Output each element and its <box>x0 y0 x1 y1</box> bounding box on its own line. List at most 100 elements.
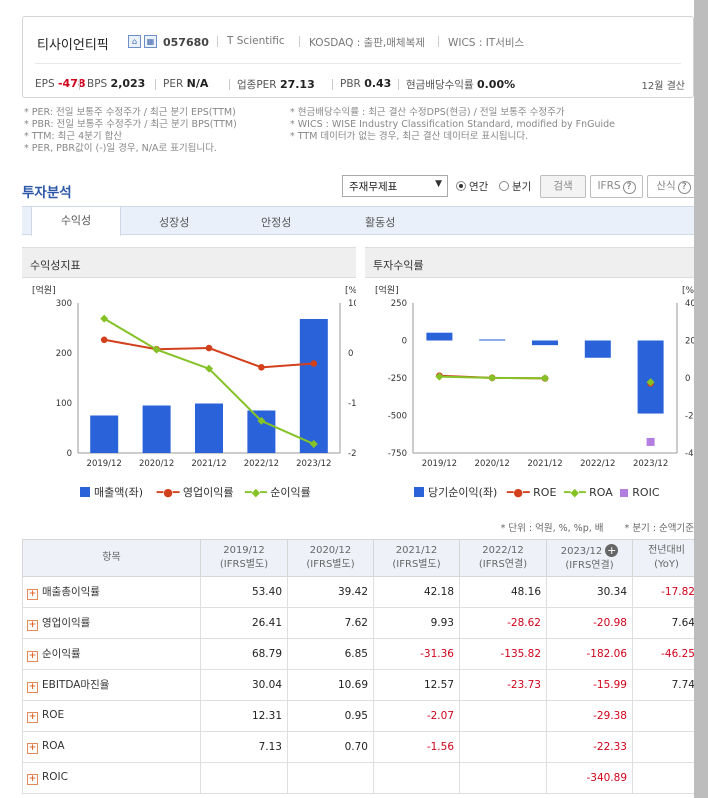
market-category: KOSDAQ : 출판,매체복제 <box>309 37 425 49</box>
table-cell: 7.74 <box>632 669 701 701</box>
y-left-tick-label: 0 <box>402 337 407 347</box>
bar-3 <box>195 403 223 453</box>
header-line1: 2023/12 <box>560 545 603 557</box>
metric-value: 27.13 <box>279 78 315 91</box>
table-cell <box>632 762 701 794</box>
table-row: + ROA 7.13 0.70 -1.56 -22.33 <box>22 731 701 763</box>
row-label: 매출총이익률 <box>42 586 100 598</box>
metric-value: -478 <box>57 77 86 90</box>
analysis-tabs: 수익성 성장성 안정성 활동성 <box>22 206 700 236</box>
search-button[interactable]: 검색 <box>540 175 586 198</box>
expand-plus-icon[interactable]: + <box>27 620 38 631</box>
radio-annual[interactable]: 연간 <box>456 179 488 194</box>
home-icon[interactable]: ⌂ <box>128 35 141 48</box>
divider <box>398 79 399 90</box>
metric-item: BPS 2,023 <box>87 77 145 90</box>
series-point <box>205 344 213 352</box>
tab-stability[interactable]: 안정성 <box>261 216 292 229</box>
row-label-cell[interactable]: + 순이익률 <box>22 638 201 670</box>
legend-item[interactable]: 매출액(좌) <box>80 486 143 499</box>
y-left-tick-label: 100 <box>56 399 72 409</box>
y-right-unit: [%] <box>345 286 356 296</box>
divider <box>332 79 333 90</box>
legend-item[interactable]: ROIC <box>620 486 660 499</box>
tab-growth[interactable]: 성장성 <box>159 216 190 229</box>
header-line2: (IFRS연결) <box>565 559 614 571</box>
header-line2: (IFRS별도) <box>219 559 269 570</box>
building-icon[interactable]: ▦ <box>144 35 157 48</box>
row-label-cell[interactable]: + ROIC <box>22 762 201 794</box>
table-cell <box>459 700 547 732</box>
legend-item[interactable]: ━●━ ROE <box>507 486 557 499</box>
expand-plus-icon[interactable]: + <box>27 774 38 785</box>
table-cell: 26.41 <box>200 607 288 639</box>
table-cell <box>632 731 701 763</box>
header-line1: 2020/12 <box>309 545 352 556</box>
header-line2: (YoY) <box>654 559 679 570</box>
y-right-tick-label: 400 <box>685 299 700 309</box>
legend-label: ROIC <box>632 486 660 499</box>
x-tick-label: 2020/12 <box>139 459 174 469</box>
y-left-unit: [억원] <box>32 284 56 296</box>
tab-activity[interactable]: 활동성 <box>365 216 396 229</box>
row-label-cell[interactable]: + ROE <box>22 700 201 732</box>
ifrs-button[interactable]: IFRS? <box>590 175 643 198</box>
divider <box>217 36 218 47</box>
table-cell: -17.82 <box>632 576 701 608</box>
table-cell: 9.93 <box>373 607 460 639</box>
series-point <box>435 372 444 381</box>
table-cell: 30.34 <box>546 576 633 608</box>
chart-legend: 당기순이익(좌) ━●━ ROE ━◆━ ROA ROIC <box>414 484 660 500</box>
row-label-cell[interactable]: + 영업이익률 <box>22 607 201 639</box>
y-left-tick-label: 0 <box>67 449 72 459</box>
expand-plus-icon[interactable]: + <box>27 712 38 723</box>
header-line2: (IFRS별도) <box>392 559 441 570</box>
expand-plus-icon[interactable]: + <box>27 743 38 754</box>
series-point <box>100 314 109 323</box>
roi-chart: [억원] [%] 250 0 -250 -500 -750 400 200 0 -200 -400 20… <box>375 284 700 469</box>
tab-profitability[interactable]: 수익성 <box>31 206 121 236</box>
y-right-tick-label: -200 <box>348 449 356 459</box>
formula-button[interactable]: 산식? <box>647 175 700 198</box>
legend-item[interactable]: ━◆━ 순이익률 <box>245 486 311 499</box>
y-left-tick-label: -750 <box>388 449 407 459</box>
series-point <box>646 378 655 387</box>
row-label-cell[interactable]: + EBITDA마진율 <box>22 669 201 701</box>
metric-item: PER N/A <box>163 77 208 90</box>
divider <box>438 36 439 47</box>
column-header: 항목 <box>22 539 201 577</box>
y-right-tick-label: -400 <box>685 449 700 459</box>
row-label-cell[interactable]: + 매출총이익률 <box>22 576 201 608</box>
header-line1: 전년대비 <box>648 545 685 556</box>
legend-item[interactable]: ━◆━ ROA <box>564 486 613 499</box>
statement-select[interactable]: 주재무제표 ▼ <box>342 175 448 197</box>
expand-plus-icon[interactable]: + <box>27 682 38 693</box>
legend-label: 당기순이익(좌) <box>428 486 498 499</box>
table-cell: -31.36 <box>373 638 460 670</box>
table-cell: -22.33 <box>546 731 633 763</box>
y-right-unit: [%] <box>682 286 698 296</box>
legend-item[interactable]: 당기순이익(좌) <box>414 486 497 499</box>
expand-plus-icon[interactable]: + <box>27 651 38 662</box>
chart-legend: 매출액(좌) ━●━ 영업이익률 ━◆━ 순이익률 <box>80 484 311 500</box>
divider <box>299 36 300 47</box>
radio-quarter[interactable]: 분기 <box>499 179 531 194</box>
expand-plus-icon[interactable]: + <box>27 589 38 600</box>
table-cell: -28.62 <box>459 607 547 639</box>
formula-label: 산식 <box>656 180 676 192</box>
table-cell: 12.31 <box>200 700 288 732</box>
settlement-month: 12월 결산 <box>641 81 685 92</box>
row-label-cell[interactable]: + ROA <box>22 731 201 763</box>
bar-5 <box>299 319 328 453</box>
metric-item: EPS -478 <box>35 77 86 90</box>
table-cell: 6.85 <box>287 638 374 670</box>
expand-plus-icon[interactable]: + <box>605 543 619 557</box>
x-tick-label: 2021/12 <box>191 459 226 469</box>
chart-title: 수익성지표 <box>22 247 356 278</box>
x-tick-label: 2022/12 <box>244 459 279 469</box>
legend-item[interactable]: ━●━ 영업이익률 <box>157 486 234 499</box>
table-cell: -2.07 <box>373 700 460 732</box>
scrollbar[interactable] <box>694 0 708 798</box>
legend-point-swatch <box>620 489 629 497</box>
